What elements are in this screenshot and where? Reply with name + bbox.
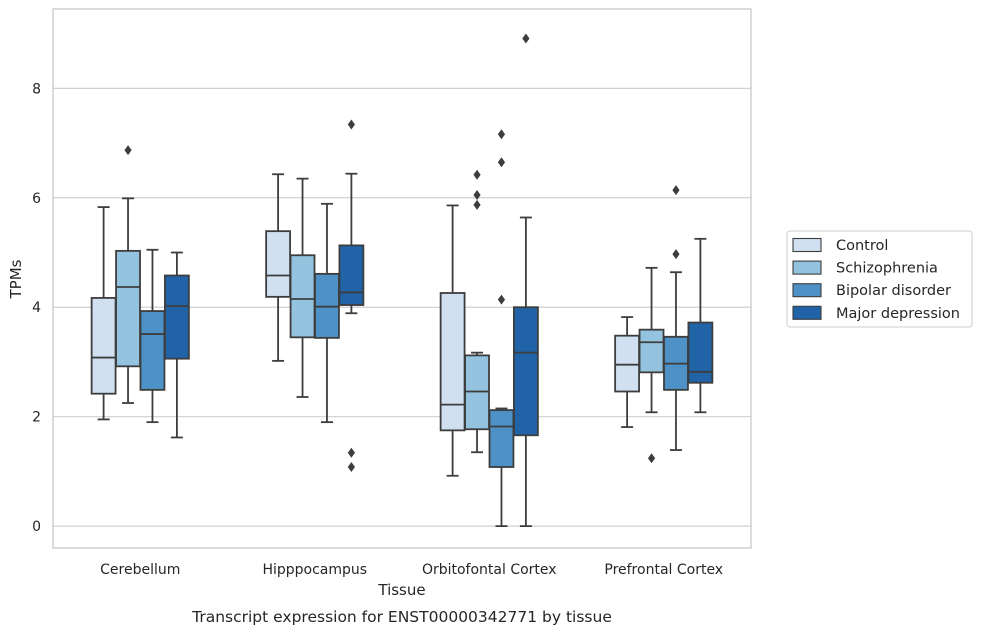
box-iqr: [614, 334, 640, 393]
box-iqr: [90, 297, 117, 395]
box-iqr: [638, 328, 665, 374]
gridlines: [53, 87, 751, 527]
box-iqr: [513, 306, 539, 437]
outlier-point: [497, 294, 506, 305]
outlier-point: [497, 129, 506, 140]
box-iqr: [488, 409, 515, 468]
box-bipolar-disorder-0: [139, 248, 166, 424]
outlier-point: [473, 190, 481, 201]
legend-swatch: [792, 260, 822, 275]
outlier-point: [347, 119, 355, 130]
legend-swatch: [792, 283, 822, 298]
y-axis-label: TPMs: [7, 259, 25, 299]
box-schizophrenia-2: [464, 169, 490, 454]
plot-frame: [52, 8, 752, 549]
box-schizophrenia-1: [289, 177, 316, 398]
legend-item-major-depression: Major depression: [792, 305, 960, 322]
box-control-0: [90, 206, 117, 421]
outlier-point: [473, 169, 481, 180]
outlier-point: [672, 185, 680, 196]
box-iqr: [289, 254, 316, 339]
outlier-point: [347, 447, 355, 458]
legend-label: Schizophrenia: [836, 261, 938, 277]
legend-label: Control: [836, 238, 888, 254]
legend-label: Major depression: [836, 306, 960, 322]
x-axis-ticks: Cerebellum Hipppocampus Orbitofontal Corte…: [100, 562, 723, 578]
box-major-depression-2: [513, 33, 539, 528]
box-control-1: [265, 173, 291, 362]
box-major-depression-3: [687, 237, 714, 414]
box-iqr: [265, 230, 291, 298]
chart-caption: Transcript expression for ENST0000034277…: [191, 608, 612, 626]
legend-item-schizophrenia: Schizophrenia: [792, 260, 938, 277]
x-tick-label: Cerebellum: [100, 562, 180, 578]
outlier-point: [473, 199, 481, 210]
box-bipolar-disorder-3: [663, 185, 689, 451]
box-bipolar-disorder-2: [488, 129, 515, 528]
legend-swatch: [792, 237, 822, 253]
y-tick-label: 4: [32, 300, 41, 316]
outlier-point: [347, 462, 355, 473]
outlier-point: [647, 453, 656, 464]
legend: Control Schizophrenia Bipolar disorder Majo…: [786, 230, 973, 328]
x-axis-label: Tissue: [377, 581, 425, 599]
x-tick-label: Hipppocampus: [262, 562, 367, 578]
box-iqr: [164, 274, 190, 360]
y-tick-label: 2: [32, 410, 41, 426]
legend-label: Bipolar disorder: [836, 283, 951, 299]
box-major-depression-0: [164, 251, 190, 439]
box-iqr: [338, 244, 365, 306]
box-iqr: [687, 321, 714, 384]
x-tick-label: Prefrontal Cortex: [604, 562, 723, 578]
outlier-point: [497, 157, 506, 168]
box-iqr: [115, 249, 141, 368]
box-control-2: [439, 204, 466, 477]
legend-swatch: [792, 305, 822, 320]
box-bipolar-disorder-1: [314, 202, 340, 424]
y-tick-label: 0: [32, 519, 41, 535]
legend-item-bipolar-disorder: Bipolar disorder: [792, 283, 951, 299]
box-iqr: [139, 310, 166, 391]
y-axis-ticks: 0 2 4 6 8: [32, 81, 41, 535]
box-schizophrenia-0: [115, 145, 141, 404]
boxes: [90, 33, 714, 528]
legend-item-control: Control: [792, 237, 888, 254]
box-iqr: [439, 292, 466, 432]
outlier-point: [522, 33, 530, 44]
x-tick-label: Orbitofontal Cortex: [422, 562, 557, 578]
box-control-3: [614, 316, 640, 428]
outlier-point: [124, 145, 132, 156]
box-schizophrenia-3: [638, 266, 665, 464]
box-major-depression-1: [338, 119, 365, 473]
outlier-point: [672, 249, 680, 260]
legend-frame: [786, 230, 973, 328]
y-tick-label: 6: [32, 191, 41, 207]
y-tick-label: 8: [32, 81, 41, 97]
